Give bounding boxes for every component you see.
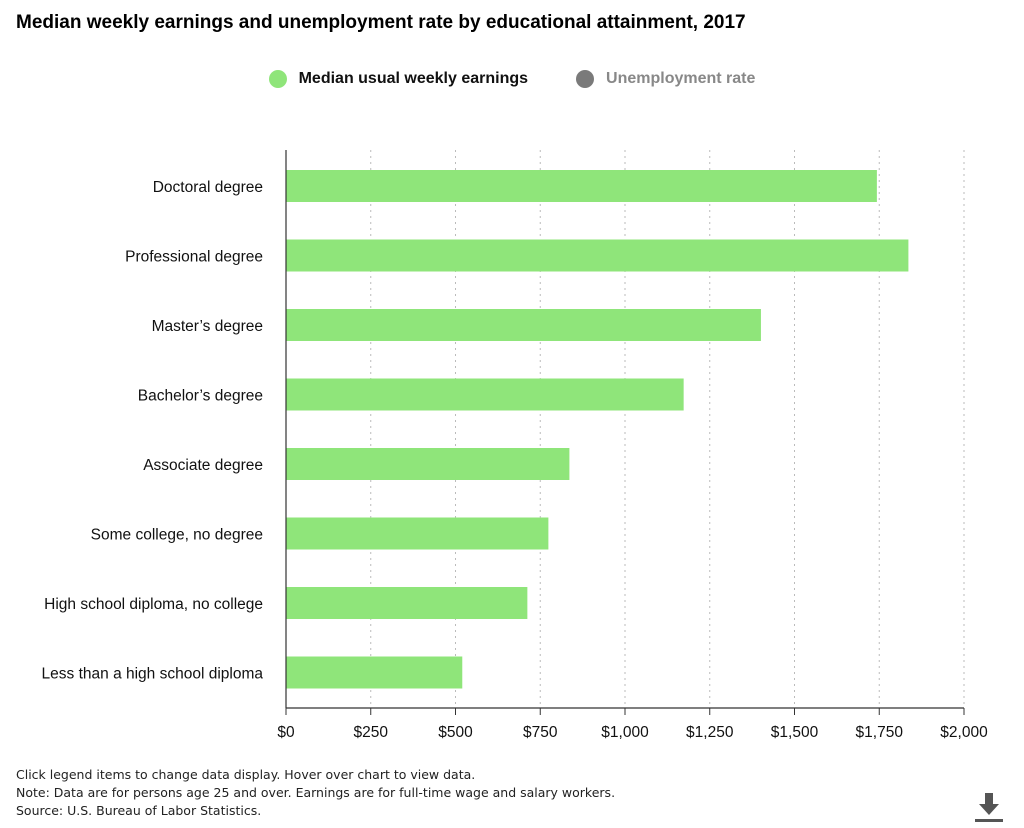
- category-label-0: Doctoral degree: [153, 179, 263, 196]
- x-tick-label-3: $750: [523, 724, 558, 741]
- legend: Median usual weekly earnings Unemploymen…: [0, 70, 1024, 88]
- bar-1[interactable]: [286, 239, 909, 272]
- category-label-7: Less than a high school diploma: [42, 666, 264, 683]
- category-label-2: Master’s degree: [152, 318, 263, 335]
- category-label-4: Associate degree: [143, 457, 263, 474]
- category-label-1: Professional degree: [125, 249, 263, 266]
- note-interaction-hint: Click legend items to change data displa…: [16, 767, 476, 782]
- x-tick-label-2: $500: [438, 724, 473, 741]
- x-tick-label-8: $2,000: [940, 724, 988, 741]
- x-tick-label-1: $250: [354, 724, 389, 741]
- x-tick-label-6: $1,500: [771, 724, 819, 741]
- bar-chart[interactable]: Doctoral degree Professional degree Master…: [0, 0, 1024, 760]
- legend-item-earnings[interactable]: Median usual weekly earnings: [268, 70, 529, 88]
- bar-7[interactable]: [286, 656, 463, 689]
- chart-notes: Click legend items to change data displa…: [16, 766, 615, 820]
- bar-5[interactable]: [286, 517, 549, 550]
- category-label-3: Bachelor’s degree: [138, 388, 263, 405]
- chart-title: Median weekly earnings and unemployment …: [16, 12, 746, 33]
- x-tick-label-4: $1,000: [601, 724, 649, 741]
- x-tick-label-0: $0: [277, 724, 295, 741]
- bar-3[interactable]: [286, 378, 684, 411]
- bar-2[interactable]: [286, 309, 761, 341]
- note-data-description: Note: Data are for persons age 25 and ov…: [16, 785, 616, 800]
- x-tick-label-7: $1,750: [856, 724, 904, 741]
- legend-item-unemployment[interactable]: Unemployment rate: [576, 70, 755, 88]
- bar-6[interactable]: [286, 587, 528, 619]
- download-icon[interactable]: [972, 790, 1006, 824]
- note-source: Source: U.S. Bureau of Labor Statistics.: [16, 803, 262, 818]
- bar-0[interactable]: [286, 170, 877, 202]
- legend-dot-earnings: [268, 70, 287, 88]
- legend-label-unemployment: Unemployment rate: [606, 70, 756, 87]
- legend-label-earnings: Median usual weekly earnings: [298, 70, 529, 87]
- x-tick-label-5: $1,250: [686, 724, 734, 741]
- bar-4[interactable]: [286, 448, 570, 480]
- category-label-5: Some college, no degree: [91, 527, 263, 544]
- legend-dot-unemployment: [576, 70, 595, 88]
- category-label-6: High school diploma, no college: [44, 596, 263, 613]
